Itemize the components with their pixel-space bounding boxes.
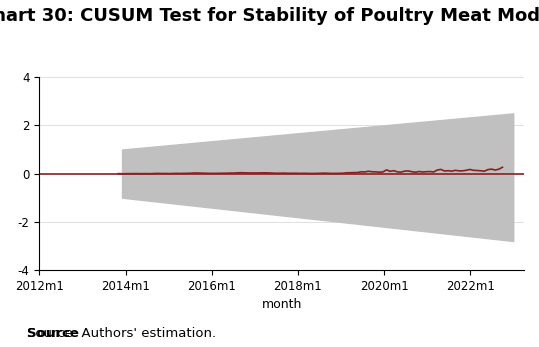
X-axis label: month: month <box>261 298 302 311</box>
Text: Source: Source <box>27 327 79 340</box>
Text: Chart 30: CUSUM Test for Stability of Poultry Meat Model: Chart 30: CUSUM Test for Stability of Po… <box>0 7 539 25</box>
Text: Source: Authors' estimation.: Source: Authors' estimation. <box>27 327 216 340</box>
